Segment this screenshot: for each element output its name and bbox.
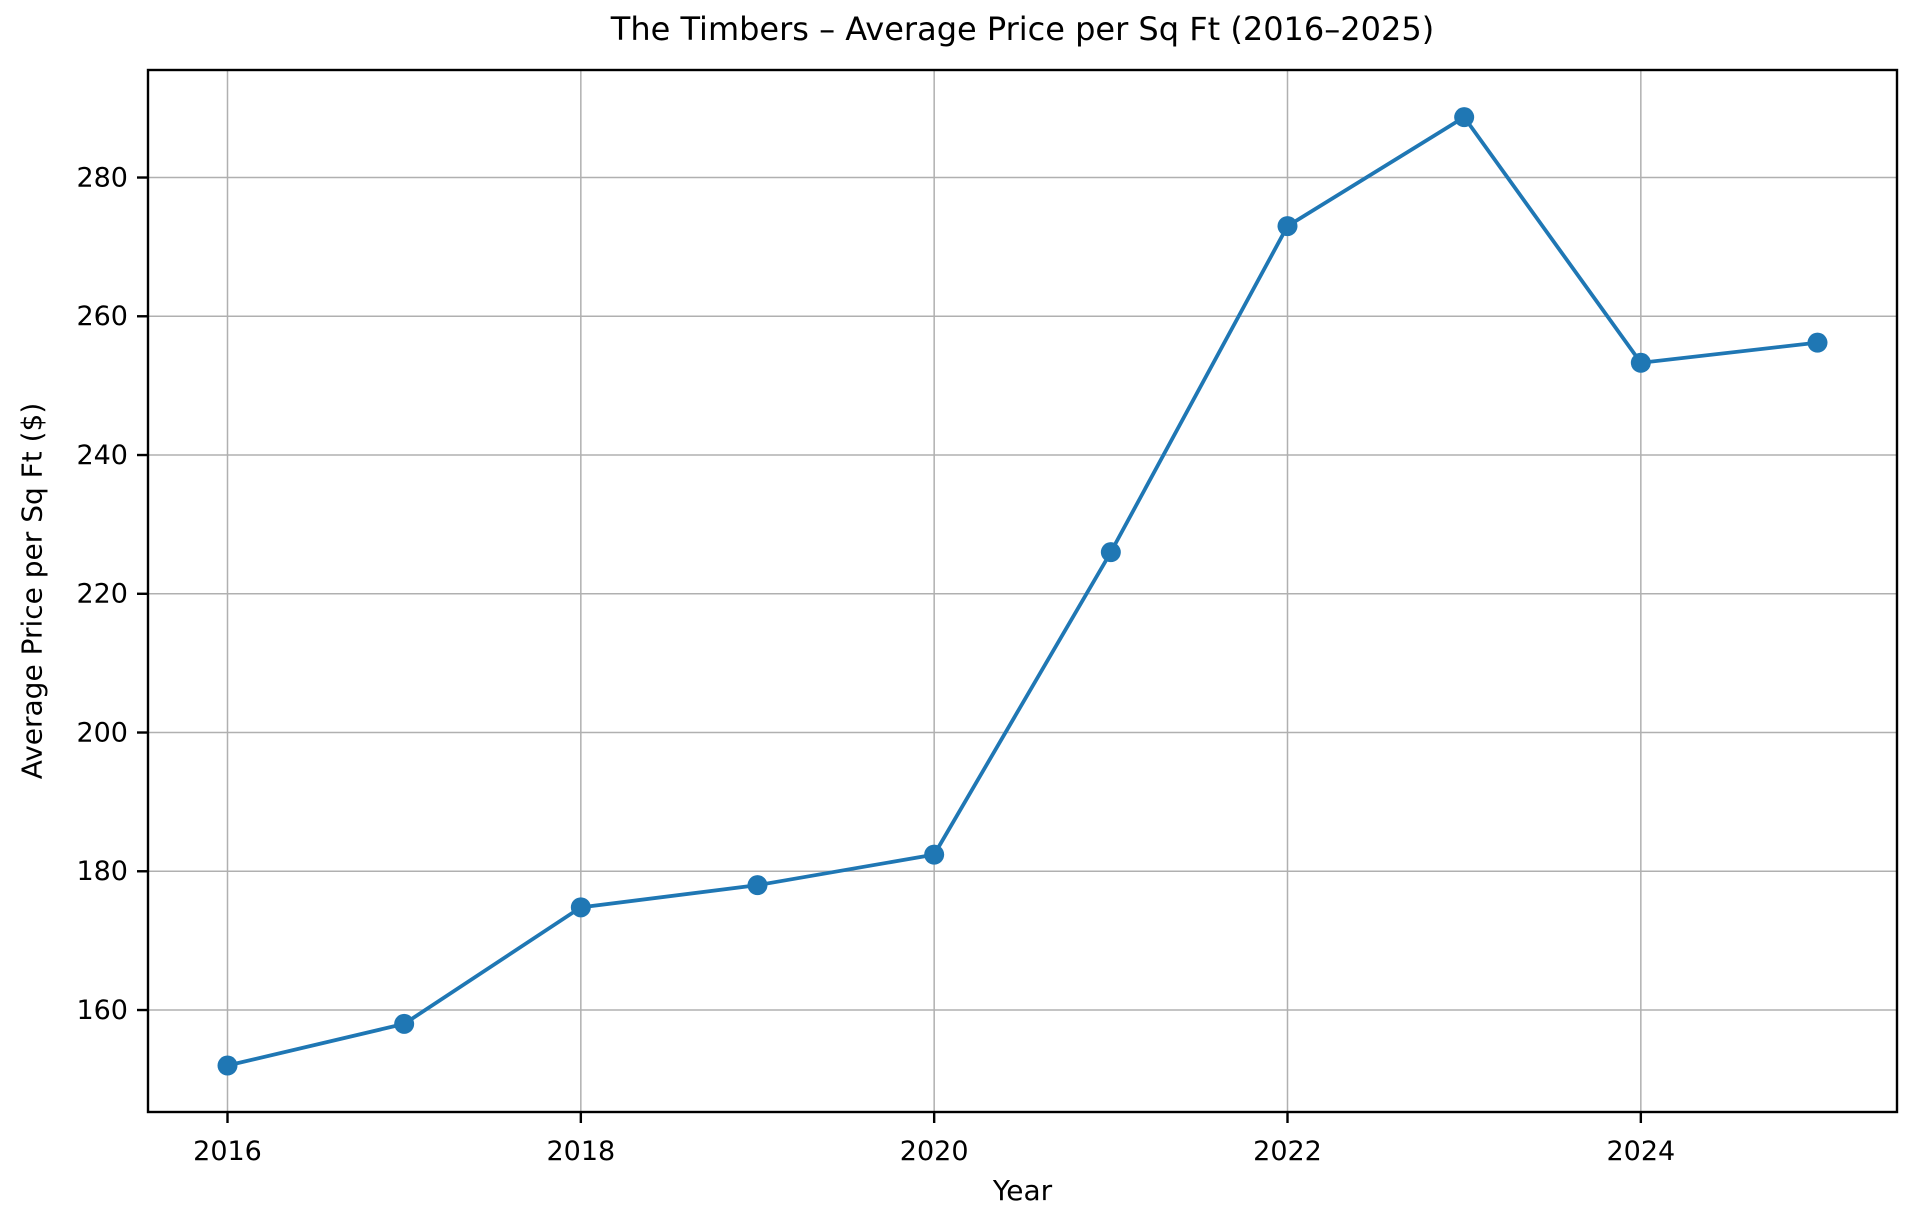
data-point-marker-2021 xyxy=(1100,542,1121,563)
x-axis-label: Year xyxy=(992,1174,1053,1207)
x-tick-label: 2024 xyxy=(1606,1136,1675,1167)
data-point-marker-2023 xyxy=(1454,107,1475,128)
data-point-marker-2022 xyxy=(1277,216,1298,237)
data-point-marker-2020 xyxy=(924,844,945,865)
data-point-marker-2019 xyxy=(747,875,768,896)
data-point-marker-2025 xyxy=(1807,332,1828,353)
x-tick-label: 2020 xyxy=(900,1136,969,1167)
y-tick-label: 200 xyxy=(76,717,128,748)
y-tick-label: 220 xyxy=(76,579,128,610)
y-tick-label: 280 xyxy=(76,162,128,193)
x-tick-label: 2016 xyxy=(193,1136,262,1167)
price-trend-line xyxy=(225,115,1820,1068)
x-tick-label: 2018 xyxy=(546,1136,615,1167)
data-point-marker-2017 xyxy=(394,1013,415,1034)
data-point-marker-2016 xyxy=(217,1055,238,1076)
y-axis-label: Average Price per Sq Ft ($) xyxy=(15,402,49,780)
y-tick-label: 240 xyxy=(76,440,128,471)
data-point-marker-2018 xyxy=(570,897,591,918)
y-tick-label: 260 xyxy=(76,301,128,332)
x-tick-label: 2022 xyxy=(1253,1136,1322,1167)
chart-title: The Timbers – Average Price per Sq Ft (2… xyxy=(610,10,1435,48)
y-tick-label: 180 xyxy=(76,856,128,887)
plot-spines xyxy=(146,68,1899,1114)
y-tick-label: 160 xyxy=(76,995,128,1026)
data-point-marker-2024 xyxy=(1630,352,1651,373)
